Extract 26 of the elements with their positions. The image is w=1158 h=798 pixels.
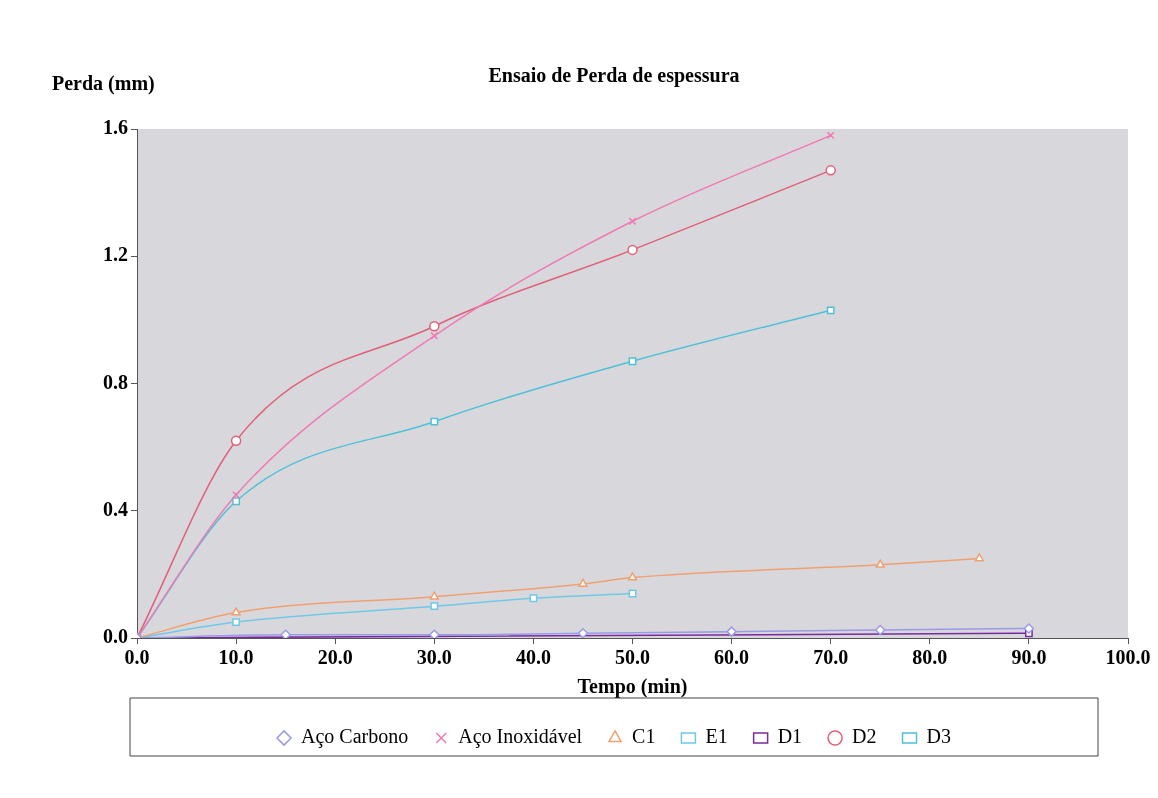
x-tick-label: 90.0 [1011,646,1047,669]
legend-label: C1 [632,725,656,748]
x-tick-label: 80.0 [912,646,948,669]
y-axis-title: Perda (mm) [52,72,155,95]
y-tick-label: 1.6 [103,116,128,139]
y-tick-label: 1.2 [103,243,128,266]
legend-label: D3 [926,725,951,748]
x-tick-label: 100.0 [1105,646,1151,669]
x-tick-label: 10.0 [218,646,254,669]
x-tick-label: 20.0 [317,646,353,669]
x-tick-label: 0.0 [124,646,150,669]
y-tick-label: 0.8 [103,370,128,393]
x-tick-label: 60.0 [714,646,750,669]
legend-label: E1 [705,725,728,748]
x-tick-label: 30.0 [416,646,452,669]
legend-label: D2 [852,725,877,748]
y-tick-label: 0.0 [103,625,128,648]
y-tick-label: 0.4 [103,497,128,520]
x-axis-title: Tempo (min) [577,675,688,699]
x-tick-label: 70.0 [813,646,849,669]
x-tick-label: 50.0 [615,646,650,669]
legend-label: D1 [777,725,803,748]
x-tick-label: 40.0 [515,646,551,669]
legend-label: Aço Inoxidável [458,725,583,749]
chart-title: Ensaio de Perda de espessura [488,64,740,88]
legend-label: Aço Carbono [301,725,409,749]
